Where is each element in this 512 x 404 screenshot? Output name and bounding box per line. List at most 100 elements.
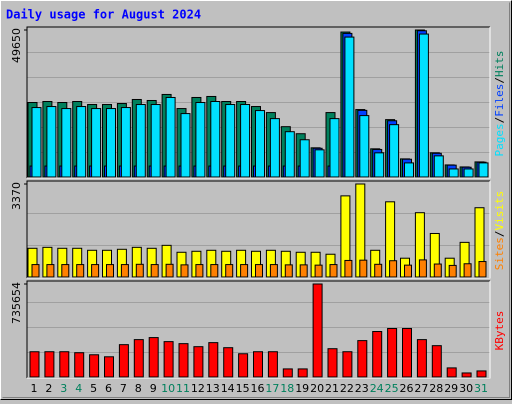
bar (106, 108, 116, 178)
bar (165, 96, 176, 178)
x-tick-label: 9 (150, 382, 157, 395)
bar (253, 351, 263, 378)
x-tick-label: 27 (414, 382, 428, 395)
bar (104, 356, 114, 378)
bar (255, 110, 265, 178)
bar (46, 106, 57, 178)
legend-entry: Visits (493, 191, 506, 231)
bar (478, 261, 487, 278)
bar (118, 344, 129, 378)
bar (61, 108, 72, 178)
x-tick-label: 24 (370, 382, 384, 395)
y-tick-label: 49650 (10, 28, 23, 63)
x-tick-label: 8 (135, 382, 142, 395)
bar (150, 104, 161, 178)
bar (329, 264, 338, 278)
bar (135, 263, 144, 278)
y-tick-label: 735654 (10, 282, 23, 324)
bar (269, 264, 278, 278)
x-tick-label: 26 (400, 382, 414, 395)
x-tick-label: 6 (105, 382, 112, 395)
bars (27, 29, 489, 378)
x-tick-label: 29 (444, 382, 458, 395)
bar (284, 131, 295, 178)
bar (89, 354, 100, 378)
bar (225, 104, 236, 178)
x-tick-label: 21 (325, 382, 339, 395)
bar (91, 264, 100, 278)
chart-title: Daily usage for August 2024 (6, 8, 201, 22)
bar (299, 139, 310, 178)
bar (208, 342, 219, 378)
bar (344, 259, 353, 278)
bar (389, 260, 398, 278)
bar (314, 149, 325, 178)
bar (327, 348, 338, 378)
legend-entry: Hits (493, 51, 506, 78)
bar (74, 352, 85, 378)
legend-entry: Pages (493, 123, 506, 156)
panel-border (26, 180, 490, 278)
bar (193, 346, 204, 378)
bar (165, 263, 174, 278)
bar (61, 264, 70, 278)
bar (312, 283, 323, 378)
x-tick-label: 10 (161, 382, 175, 395)
legend-separator: / (493, 231, 506, 238)
x-tick-label: 28 (429, 382, 443, 395)
legend-entry: Sites (493, 237, 506, 270)
panel-border (26, 26, 490, 178)
x-tick-label: 12 (191, 382, 205, 395)
legend: KBytes (493, 311, 506, 351)
legend-entry: Files (493, 84, 506, 117)
bar (120, 264, 129, 278)
bar (387, 327, 398, 378)
bar (461, 372, 472, 378)
bar (44, 351, 55, 378)
bar (433, 155, 444, 178)
legend-entry: KBytes (493, 311, 506, 351)
panel-border (27, 27, 491, 179)
bar (329, 118, 340, 178)
bar (448, 168, 459, 178)
x-tick-label: 1 (31, 382, 38, 395)
bar (150, 264, 159, 278)
bar (210, 101, 221, 178)
bar (195, 102, 206, 178)
bar (463, 263, 472, 278)
bar (120, 107, 131, 178)
bar (106, 264, 114, 278)
bar (389, 124, 400, 178)
bar (357, 340, 368, 378)
x-tick-label: 18 (280, 382, 294, 395)
bar (133, 339, 144, 378)
x-tick-label: 5 (90, 382, 97, 395)
bar (223, 347, 234, 378)
bar (31, 107, 42, 178)
x-tick-label: 7 (120, 382, 127, 395)
bar (267, 351, 278, 378)
x-tick-label: 11 (176, 382, 190, 395)
x-tick-label: 15 (236, 382, 250, 395)
x-tick-label: 31 (474, 382, 488, 395)
bar (76, 106, 87, 178)
legend-separator: / (493, 117, 506, 124)
bar (178, 343, 189, 378)
bar (180, 264, 189, 278)
bar (314, 264, 323, 278)
bar (476, 370, 487, 378)
bar (446, 367, 457, 378)
bar (59, 351, 70, 378)
bar (418, 33, 429, 178)
x-tick-label: 25 (385, 382, 399, 395)
frame-shadow (2, 2, 510, 398)
bar (372, 331, 383, 378)
x-tick-label: 14 (221, 382, 235, 395)
bar (416, 339, 427, 378)
bar (31, 264, 40, 278)
x-tick-label: 2 (45, 382, 52, 395)
bar (344, 36, 355, 178)
bar (284, 264, 293, 278)
x-tick-label: 20 (310, 382, 324, 395)
